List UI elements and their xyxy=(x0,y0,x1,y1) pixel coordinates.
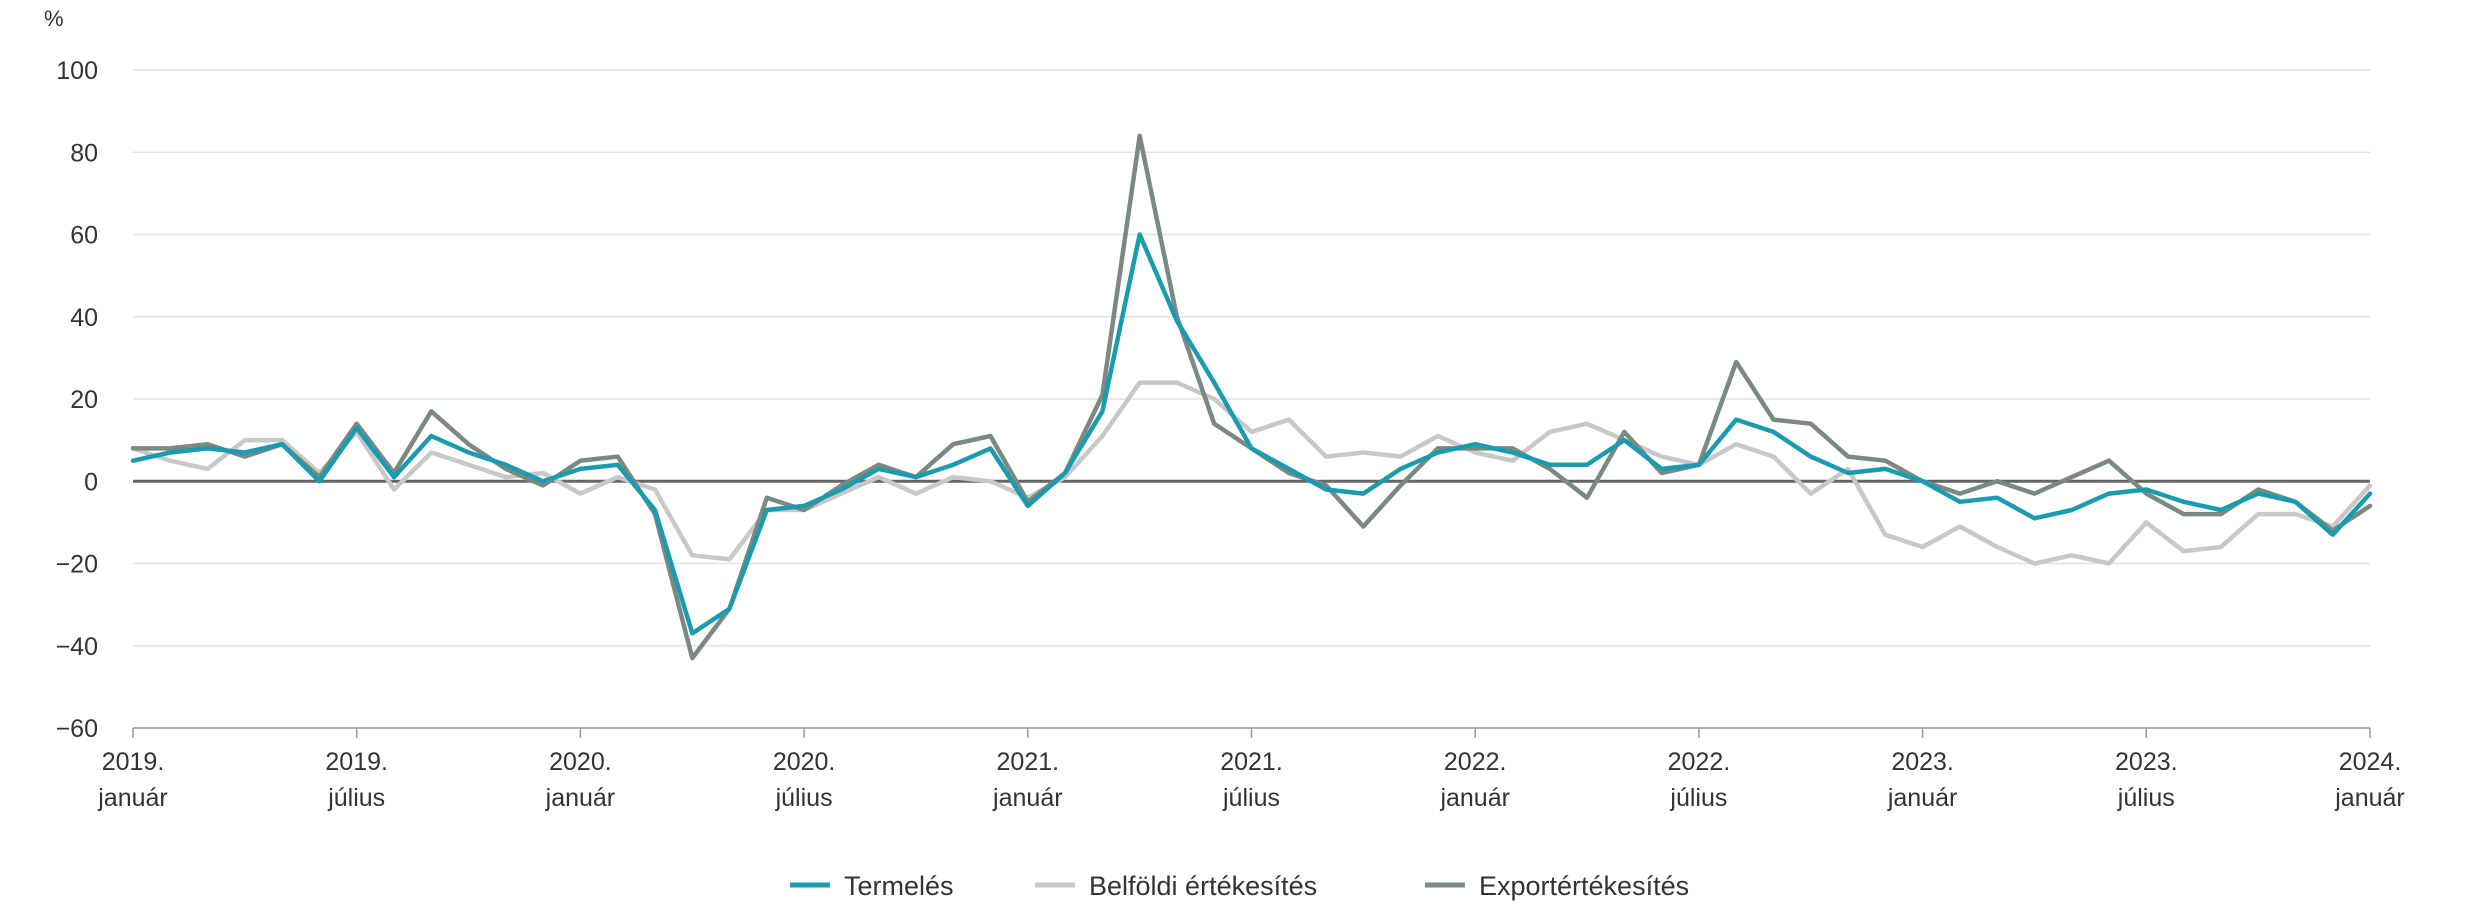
series-line-0 xyxy=(130,232,2373,636)
x-tick-month: január xyxy=(2334,784,2405,812)
chart-gridlines xyxy=(133,69,2370,729)
legend-label: Exportértékesítés xyxy=(1479,871,1689,901)
y-tick-label: 100 xyxy=(56,57,98,85)
x-tick-month: január xyxy=(97,784,168,812)
x-tick-month: július xyxy=(775,784,833,812)
legend-label: Belföldi értékesítés xyxy=(1089,871,1317,901)
x-tick-year: 2022. xyxy=(1668,748,1731,776)
x-tick-month: július xyxy=(1222,784,1280,812)
x-tick-year: 2022. xyxy=(1444,748,1507,776)
y-tick-label: 40 xyxy=(70,304,98,332)
y-tick-label: 60 xyxy=(70,222,98,250)
series-line-1 xyxy=(130,380,2373,566)
x-tick-year: 2023. xyxy=(1891,748,1954,776)
x-tick-year: 2023. xyxy=(2115,748,2178,776)
chart-series xyxy=(130,133,2373,661)
x-tick-month: július xyxy=(327,784,385,812)
y-tick-label: 0 xyxy=(84,468,98,496)
y-axis-unit: % xyxy=(44,6,64,31)
x-tick-month: július xyxy=(1669,784,1727,812)
y-tick-label: 80 xyxy=(70,139,98,167)
x-tick-month: július xyxy=(2117,784,2175,812)
x-tick-year: 2019. xyxy=(325,748,388,776)
x-tick-year: 2020. xyxy=(773,748,836,776)
y-tick-label: −20 xyxy=(56,551,98,579)
x-tick-year: 2024. xyxy=(2339,748,2402,776)
y-tick-label: 20 xyxy=(70,386,98,414)
y-tick-label: −40 xyxy=(56,633,98,661)
y-tick-label: −60 xyxy=(56,715,98,743)
x-tick-year: 2021. xyxy=(997,748,1060,776)
x-tick-month: január xyxy=(992,784,1063,812)
x-tick-year: 2021. xyxy=(1220,748,1283,776)
x-tick-year: 2019. xyxy=(102,748,165,776)
series-line-2 xyxy=(130,133,2373,661)
legend-label: Termelés xyxy=(844,871,954,901)
chart-legend: Termelés Belföldi értékesítés Exportértéke… xyxy=(790,871,1689,901)
x-tick-month: január xyxy=(545,784,616,812)
x-tick-month: január xyxy=(1887,784,1958,812)
x-tick-year: 2020. xyxy=(549,748,612,776)
x-tick-month: január xyxy=(1439,784,1510,812)
chart-axes: % 100806040200−20−40−602019.január2019.j… xyxy=(44,6,2405,812)
